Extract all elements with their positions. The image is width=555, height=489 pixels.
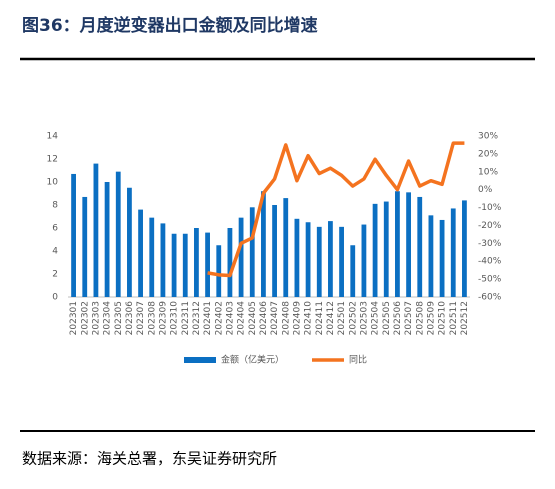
source: 数据来源：海关总署，东吴证券研究所 [22,450,277,468]
y2-tick-label: 30% [478,132,498,142]
bar [205,232,210,297]
x-tick-label: 202312 [192,301,202,335]
bar [104,182,110,297]
bar [93,163,99,297]
x-tick-label: 202305 [114,301,124,335]
x-tick-label: 202303 [91,301,101,335]
bar [328,221,333,297]
y2-tick-label: 0% [478,185,493,195]
bar [372,203,378,297]
bar [127,187,132,297]
y-tick-label: 2 [52,270,58,280]
x-tick-label: 202510 [438,301,448,336]
chart-title: 图36：月度逆变器出口金额及同比增速 [22,15,318,36]
x-tick-label: 202504 [371,301,381,336]
x-tick-label: 202511 [449,301,459,335]
y2-tick-label: -60% [478,293,502,303]
bar [71,173,76,297]
y2-tick-label: -10% [478,203,502,213]
x-tick-label: 202404 [237,301,247,336]
bar [149,217,155,297]
bar [160,223,166,297]
x-tick-label: 202306 [125,301,135,336]
y2-tick-label: 10% [478,167,498,177]
bar [249,207,255,297]
x-tick-label: 202401 [203,301,213,335]
x-tick-label: 202508 [415,301,425,336]
bar [216,245,222,297]
bar [305,222,311,297]
bar [395,191,400,297]
x-tick-label: 202410 [304,301,314,336]
x-tick-label: 202302 [80,301,90,335]
bar [383,201,389,297]
y2-tick-label: -20% [478,221,502,231]
legend-swatch [184,357,216,363]
legend-label: 金额（亿美元） [221,354,284,366]
bar [439,219,445,297]
x-tick-label: 202512 [460,301,470,335]
y2-tick-label: 20% [478,149,498,159]
bar [406,192,411,297]
x-tick-label: 202502 [348,301,358,335]
bar [238,217,244,297]
bar [171,233,177,297]
bar [450,208,456,297]
bar [194,228,199,297]
x-tick-label: 202308 [147,301,157,336]
bar [361,224,367,297]
bar [261,191,266,297]
y-tick-label: 6 [52,224,58,234]
x-tick-label: 202310 [170,301,180,336]
y2-tick-label: -40% [478,257,502,267]
x-tick-label: 202412 [326,301,336,335]
x-tick-label: 202507 [404,301,414,335]
x-tick-label: 202407 [270,301,280,335]
x-tick-label: 202402 [214,301,224,335]
bar [350,245,356,297]
x-tick-label: 202307 [136,301,146,335]
x-tick-label: 202406 [259,301,269,336]
x-tick-label: 202501 [337,301,347,335]
x-tick-label: 202506 [393,301,403,336]
bar [182,233,188,297]
line [207,141,465,278]
x-tick-label: 202301 [69,301,79,335]
x-tick-label: 202503 [359,301,369,335]
bar [82,196,88,297]
x-tick-label: 202311 [181,301,191,335]
y2-tick-label: -50% [478,275,502,285]
bar [272,205,277,297]
x-tick-label: 202309 [158,301,168,336]
x-tick-label: 202403 [225,301,235,335]
y-tick-label: 4 [52,247,58,257]
y-tick-label: 8 [52,201,58,211]
y2-tick-label: -30% [478,239,502,249]
bar [462,200,467,297]
x-tick-label: 202411 [315,301,325,335]
y-tick-label: 12 [47,155,58,165]
bar [227,228,233,297]
legend-label: 同比 [349,354,367,366]
bar [115,171,121,297]
bar [316,226,322,297]
x-tick-label: 202304 [103,301,113,336]
x-tick-label: 202405 [248,301,258,335]
bar [339,226,344,297]
bar [417,196,423,297]
bar [138,209,143,297]
bar [428,215,434,297]
y-tick-label: 0 [52,293,58,303]
x-tick-label: 202509 [426,301,436,336]
x-tick-label: 202409 [292,301,302,336]
bar [283,198,289,297]
x-tick-label: 202408 [281,301,291,336]
y-tick-label: 14 [47,132,59,142]
y-tick-label: 10 [47,178,59,188]
x-tick-label: 202505 [382,301,392,335]
bar [294,218,300,297]
